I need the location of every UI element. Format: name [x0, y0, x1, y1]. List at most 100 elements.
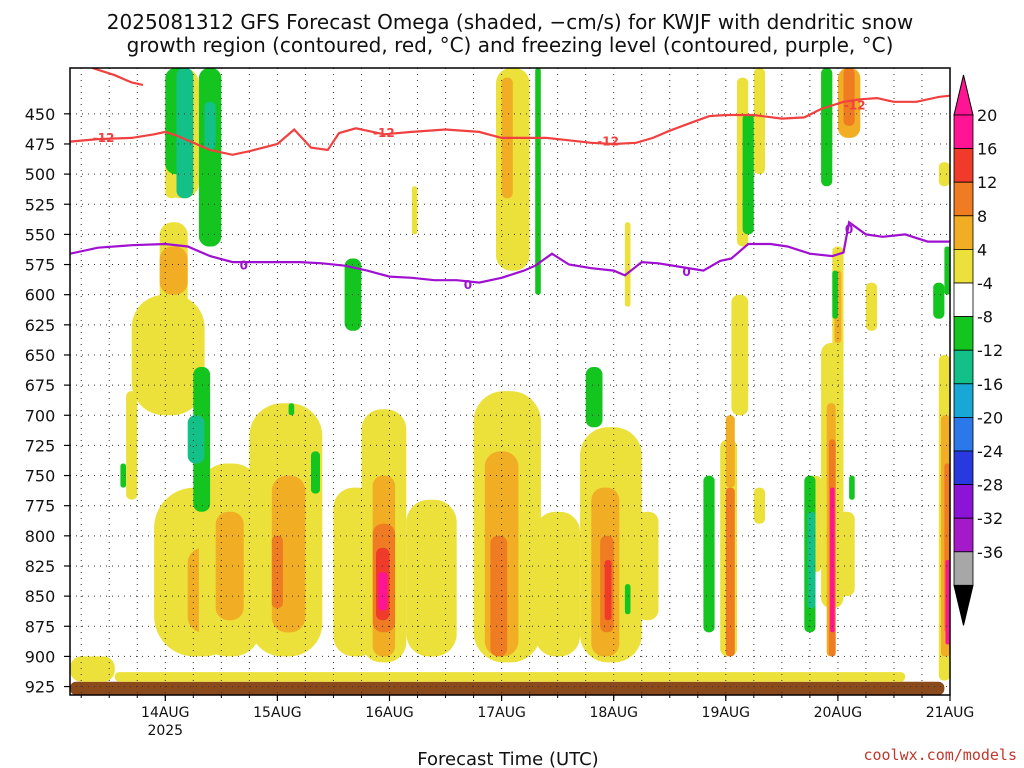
- omega-cell: [821, 68, 833, 187]
- omega-cell: [604, 560, 612, 621]
- omega-cell: [126, 391, 138, 500]
- y-tick-label: 625: [25, 316, 56, 335]
- omega-cell: [344, 258, 362, 331]
- omega-cell: [535, 68, 541, 295]
- omega-cell: [636, 511, 659, 621]
- y-tick-label: 575: [25, 256, 56, 275]
- omega-cell: [731, 294, 749, 416]
- omega-cell: [624, 584, 631, 615]
- y-tick-label: 925: [25, 678, 56, 697]
- omega-cell: [490, 535, 508, 657]
- y-tick-label: 775: [25, 497, 56, 516]
- x-axis-label: Forecast Time (UTC): [417, 749, 598, 768]
- colorbar-segment: [953, 416, 974, 452]
- omega-cell: [271, 535, 283, 609]
- colorbar-label: 8: [977, 207, 987, 226]
- colorbar-label: -28: [977, 476, 1003, 495]
- omega-cell: [120, 463, 126, 488]
- colorbar-segment: [953, 148, 974, 183]
- colorbar-label: -24: [977, 442, 1003, 461]
- contour-label: -12: [373, 126, 395, 140]
- x-tick-label: 17AUG: [477, 705, 526, 721]
- colorbar-segment: [953, 282, 974, 317]
- terrain-band: [70, 681, 945, 695]
- colorbar-label: -16: [977, 375, 1003, 394]
- omega-cell: [933, 282, 945, 319]
- omega-cell: [176, 68, 194, 199]
- contour-line: [92, 68, 144, 86]
- colorbar-segment: [953, 517, 974, 553]
- contour-label: -12: [844, 98, 866, 112]
- omega-shading: [70, 68, 950, 695]
- omega-cell: [187, 415, 205, 464]
- y-tick-label: 900: [25, 647, 56, 666]
- chart-title-line2: growth region (contoured, red, °C) and f…: [127, 33, 894, 57]
- x-tick-label: 16AUG: [365, 705, 414, 721]
- chart-title-line1: 2025081312 GFS Forecast Omega (shaded, −…: [107, 10, 913, 34]
- colorbar-label: 4: [977, 240, 987, 259]
- colorbar-segment: [953, 215, 974, 250]
- omega-cell: [830, 487, 835, 633]
- contour-label: 0: [845, 223, 853, 237]
- contours: -12 -12 -12 -12 0 0 0 0: [70, 68, 950, 292]
- colorbar-top-cap: [953, 74, 974, 116]
- omega-cell: [938, 162, 950, 187]
- y-tick-label: 875: [25, 617, 56, 636]
- omega-cell: [837, 511, 855, 597]
- y-tick-label: 850: [25, 587, 56, 606]
- omega-cell: [131, 294, 205, 416]
- y-tick-label: 700: [25, 406, 56, 425]
- colorbar-segment: [953, 383, 974, 418]
- credit-text: coolwx.com/models: [863, 746, 1017, 764]
- colorbar: 20 16 12 8 4 -4 -8 -12 -16 -20 -24 -28 -32 -36: [953, 74, 1003, 626]
- omega-cell: [753, 487, 765, 524]
- colorbar-label: 16: [977, 140, 997, 159]
- y-axis: 450 475 500 525 550 575 600 625 650 675 700 725 750 7…: [25, 105, 70, 697]
- y-tick-label: 500: [25, 165, 56, 184]
- contour-label: 0: [240, 259, 248, 273]
- colorbar-segment: [953, 551, 974, 586]
- omega-cell: [807, 511, 816, 609]
- colorbar-label: -20: [977, 408, 1003, 427]
- colorbar-label: -36: [977, 543, 1003, 562]
- omega-cell: [945, 560, 950, 645]
- x-tick-label: 19AUG: [702, 705, 751, 721]
- y-tick-label: 525: [25, 195, 56, 214]
- x-tick-label: 15AUG: [253, 705, 302, 721]
- omega-cell: [624, 222, 631, 307]
- y-tick-label: 825: [25, 557, 56, 576]
- colorbar-segment: [953, 181, 974, 217]
- omega-cell: [288, 403, 295, 416]
- omega-cell: [311, 451, 320, 494]
- contour-line: [70, 94, 950, 156]
- omega-cell: [406, 499, 457, 657]
- colorbar-segment: [953, 248, 974, 284]
- colorbar-label: -4: [977, 274, 993, 293]
- omega-cell: [378, 572, 388, 611]
- omega-cell: [114, 672, 906, 682]
- colorbar-segment: [953, 114, 974, 149]
- contour-label: -12: [597, 135, 619, 149]
- y-tick-label: 475: [25, 135, 56, 154]
- omega-cell: [411, 186, 418, 235]
- colorbar-segment: [953, 316, 974, 351]
- omega-cell: [204, 101, 216, 150]
- omega-cell: [703, 475, 715, 633]
- colorbar-label: -12: [977, 341, 1003, 360]
- omega-cell: [849, 475, 855, 500]
- y-tick-label: 650: [25, 346, 56, 365]
- y-tick-label: 725: [25, 436, 56, 455]
- omega-cell: [159, 246, 188, 295]
- grid: [70, 68, 951, 695]
- x-axis: 14AUG 2025 15AUG 16AUG 17AUG 18AUG 19AUG 20AUG 2…: [80, 695, 975, 739]
- y-tick-label: 675: [25, 376, 56, 395]
- colorbar-label: -32: [977, 509, 1003, 528]
- x-tick-label: 21AUG: [926, 705, 975, 721]
- colorbar-segment: [953, 349, 974, 385]
- y-tick-label: 450: [25, 105, 56, 124]
- omega-cell: [832, 270, 838, 319]
- colorbar-label: -8: [977, 308, 993, 327]
- contour-line: [70, 220, 950, 284]
- y-tick-label: 750: [25, 467, 56, 486]
